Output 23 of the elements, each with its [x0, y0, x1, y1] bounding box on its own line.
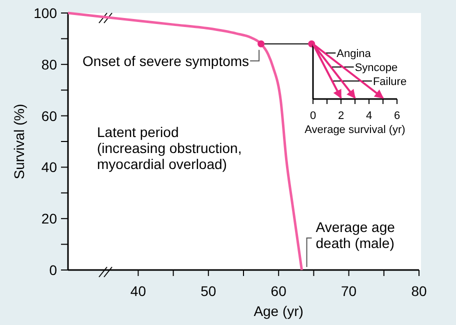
annotation: Average age death (male)	[316, 219, 396, 251]
y-tick-label: 0	[49, 262, 58, 278]
series-label: Syncope	[354, 62, 398, 74]
y-axis-title: Survival (%)	[11, 104, 27, 180]
x-tick-label: 0	[310, 110, 316, 122]
annotation: Latent period (increasing obstruction, myocardial overload)	[97, 124, 242, 172]
x-tick-label: 60	[270, 283, 287, 299]
y-tick-label: 100	[34, 5, 58, 21]
x-tick-label: 2	[338, 110, 344, 122]
x-tick-label: 80	[411, 283, 427, 299]
x-tick-label: 4	[366, 110, 372, 122]
x-tick-label: 70	[341, 283, 357, 299]
y-tick-label: 80	[41, 56, 58, 72]
y-tick-label: 40	[41, 159, 58, 176]
x-tick-label: 40	[130, 283, 146, 299]
x-axis-title: Average survival (yr)	[304, 124, 406, 136]
annotation: Onset of severe symptoms	[82, 52, 250, 69]
series-label: Angina	[336, 48, 372, 60]
x-tick-label: 6	[394, 110, 400, 122]
x-tick-label: 50	[200, 283, 216, 299]
text: Failure	[372, 76, 407, 88]
y-tick-label: 20	[41, 210, 58, 227]
x-axis-title: Age (yr)	[254, 303, 304, 319]
